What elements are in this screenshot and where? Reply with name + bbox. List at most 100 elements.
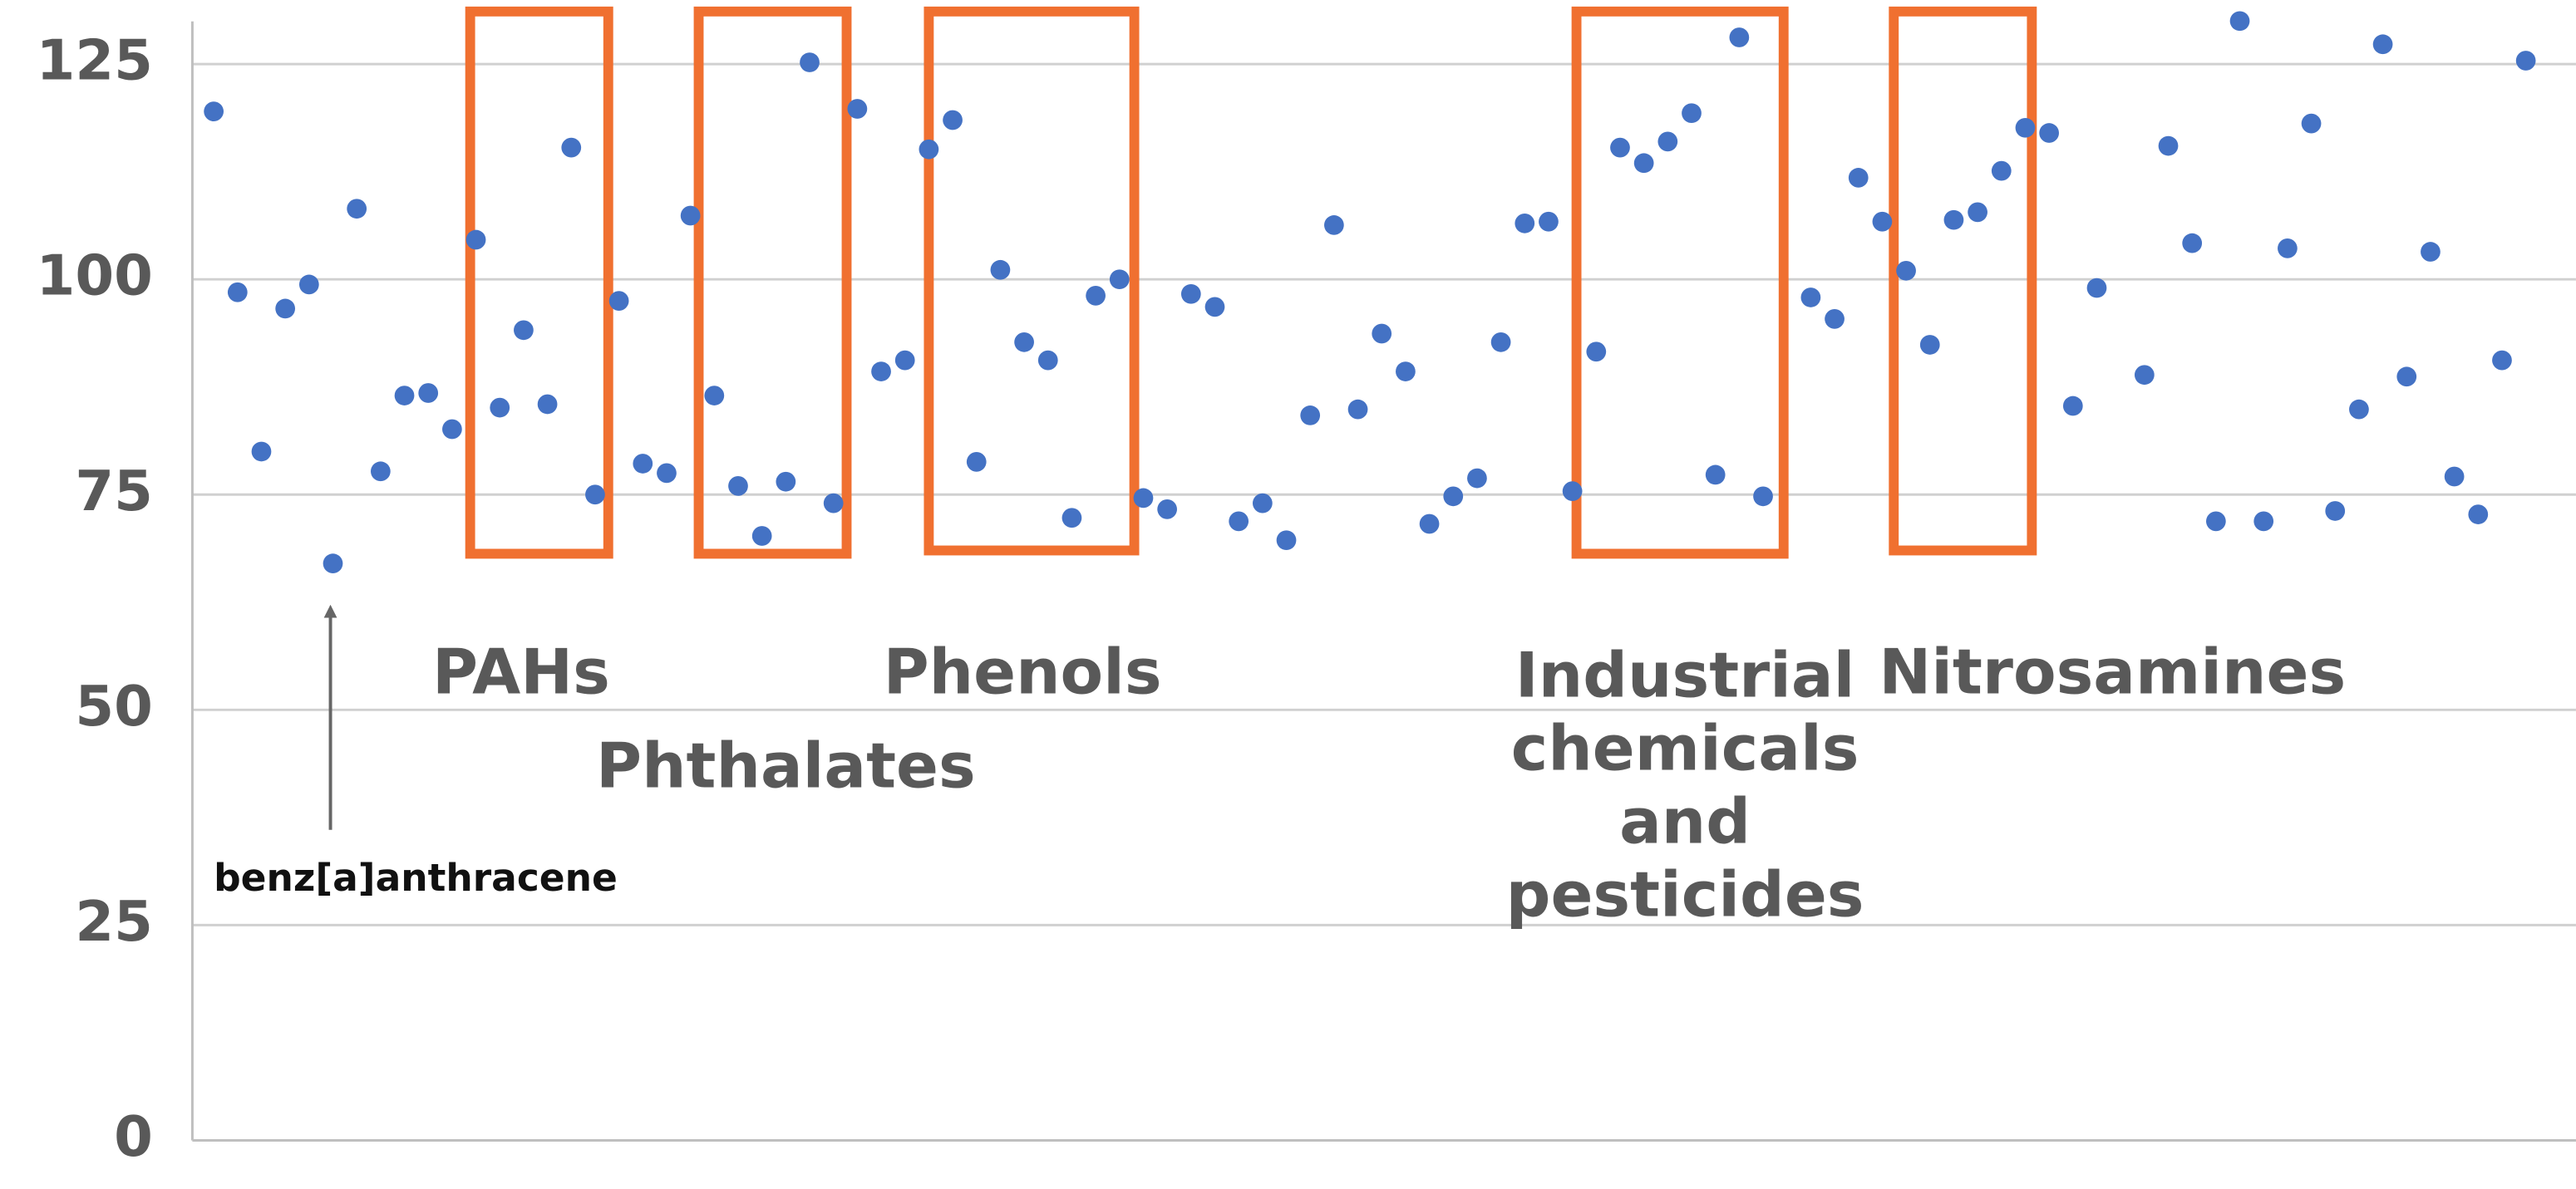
point <box>585 484 605 505</box>
point <box>1705 464 1726 485</box>
point <box>1633 153 1654 174</box>
annotation-line: Phthalates <box>596 729 976 802</box>
point <box>2229 11 2250 32</box>
point <box>2444 466 2465 487</box>
point <box>1610 137 1630 158</box>
y-tick-label: 0 <box>114 1104 153 1169</box>
point <box>1443 486 1464 507</box>
point <box>465 229 486 250</box>
point <box>490 397 510 418</box>
point <box>680 205 701 226</box>
point <box>966 452 987 472</box>
point <box>1872 211 1893 232</box>
y-tick-label: 50 <box>75 674 153 739</box>
point <box>1515 213 1535 233</box>
point <box>251 441 272 462</box>
point <box>1419 513 1440 534</box>
point <box>347 199 367 219</box>
point <box>2278 238 2298 258</box>
point <box>1347 399 1368 420</box>
point <box>2468 504 2489 524</box>
point <box>1086 286 1106 306</box>
point <box>1324 215 1344 235</box>
point <box>894 350 915 371</box>
point <box>1229 511 1249 532</box>
annotation-line: pesticides <box>1506 858 1864 931</box>
point <box>2349 399 2369 420</box>
annotation: Phthalates <box>596 729 976 802</box>
group-box <box>1889 6 2037 556</box>
point <box>2515 51 2536 71</box>
point <box>298 274 319 295</box>
point <box>2396 366 2417 387</box>
point <box>704 386 725 405</box>
point <box>1753 486 1773 507</box>
y-tick-label: 125 <box>37 28 153 93</box>
point <box>2134 365 2155 386</box>
point <box>728 476 748 496</box>
point <box>1848 168 1869 188</box>
point <box>1825 308 1845 329</box>
annotation: Industrial chemicals and pesticides <box>1506 639 1864 931</box>
point <box>1014 332 1034 352</box>
point <box>2325 501 2346 521</box>
point <box>1372 323 1392 344</box>
point <box>1157 499 1178 519</box>
annotation: Nitrosamines <box>1879 636 2346 709</box>
point <box>2253 511 2274 532</box>
group-box <box>465 6 613 559</box>
point <box>633 454 653 474</box>
annotation-line: chemicals <box>1511 712 1859 785</box>
point <box>370 461 391 482</box>
y-tick-label: 100 <box>37 243 153 308</box>
y-tick-label: 25 <box>75 889 153 954</box>
annotation-line: benz[a]anthracene <box>214 856 618 900</box>
point <box>2421 242 2441 262</box>
point <box>943 110 963 130</box>
point <box>227 282 248 302</box>
point <box>1061 508 1082 528</box>
point <box>847 99 868 119</box>
point <box>1991 160 2012 181</box>
point <box>1919 335 1940 355</box>
annotation-line: PAHs <box>432 636 610 709</box>
annotation-line: Industrial <box>1515 639 1855 712</box>
point <box>1396 361 1416 381</box>
point <box>1490 332 1511 352</box>
point <box>657 463 677 484</box>
point <box>2086 278 2107 298</box>
point <box>1204 297 1225 317</box>
point <box>1180 283 1201 304</box>
point <box>823 493 844 513</box>
point <box>776 471 796 492</box>
point <box>204 101 224 121</box>
point <box>751 526 772 546</box>
annotation-line: Nitrosamines <box>1879 636 2346 709</box>
annotation: Phenols <box>884 636 1162 709</box>
annotation: PAHs <box>432 636 610 709</box>
point <box>1943 209 1964 230</box>
point <box>1657 131 1678 152</box>
annotation-line: Phenols <box>884 636 1162 709</box>
grid <box>192 62 2576 1142</box>
point <box>1276 530 1297 551</box>
point <box>2182 233 2203 253</box>
point <box>1682 103 1702 124</box>
point <box>1562 481 1583 501</box>
point <box>919 139 939 160</box>
group-box <box>924 6 1140 556</box>
point <box>2301 113 2322 134</box>
annotation-line: and <box>1619 785 1751 858</box>
y-tick-label: 75 <box>75 459 153 523</box>
point <box>1896 260 1916 281</box>
point <box>1252 493 1273 513</box>
point <box>2039 123 2059 143</box>
point <box>561 137 582 158</box>
point <box>1133 488 1154 509</box>
point <box>2492 350 2512 371</box>
point <box>2158 135 2179 156</box>
point <box>608 291 629 311</box>
points <box>204 11 2536 574</box>
